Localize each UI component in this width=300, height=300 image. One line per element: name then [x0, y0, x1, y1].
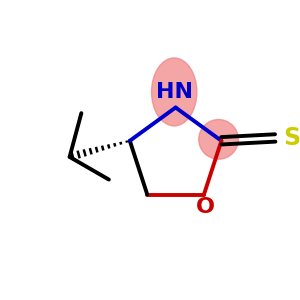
Text: HN: HN	[156, 82, 193, 102]
Ellipse shape	[152, 58, 197, 126]
Ellipse shape	[199, 119, 239, 159]
Text: S: S	[284, 126, 300, 150]
Text: O: O	[196, 197, 215, 218]
